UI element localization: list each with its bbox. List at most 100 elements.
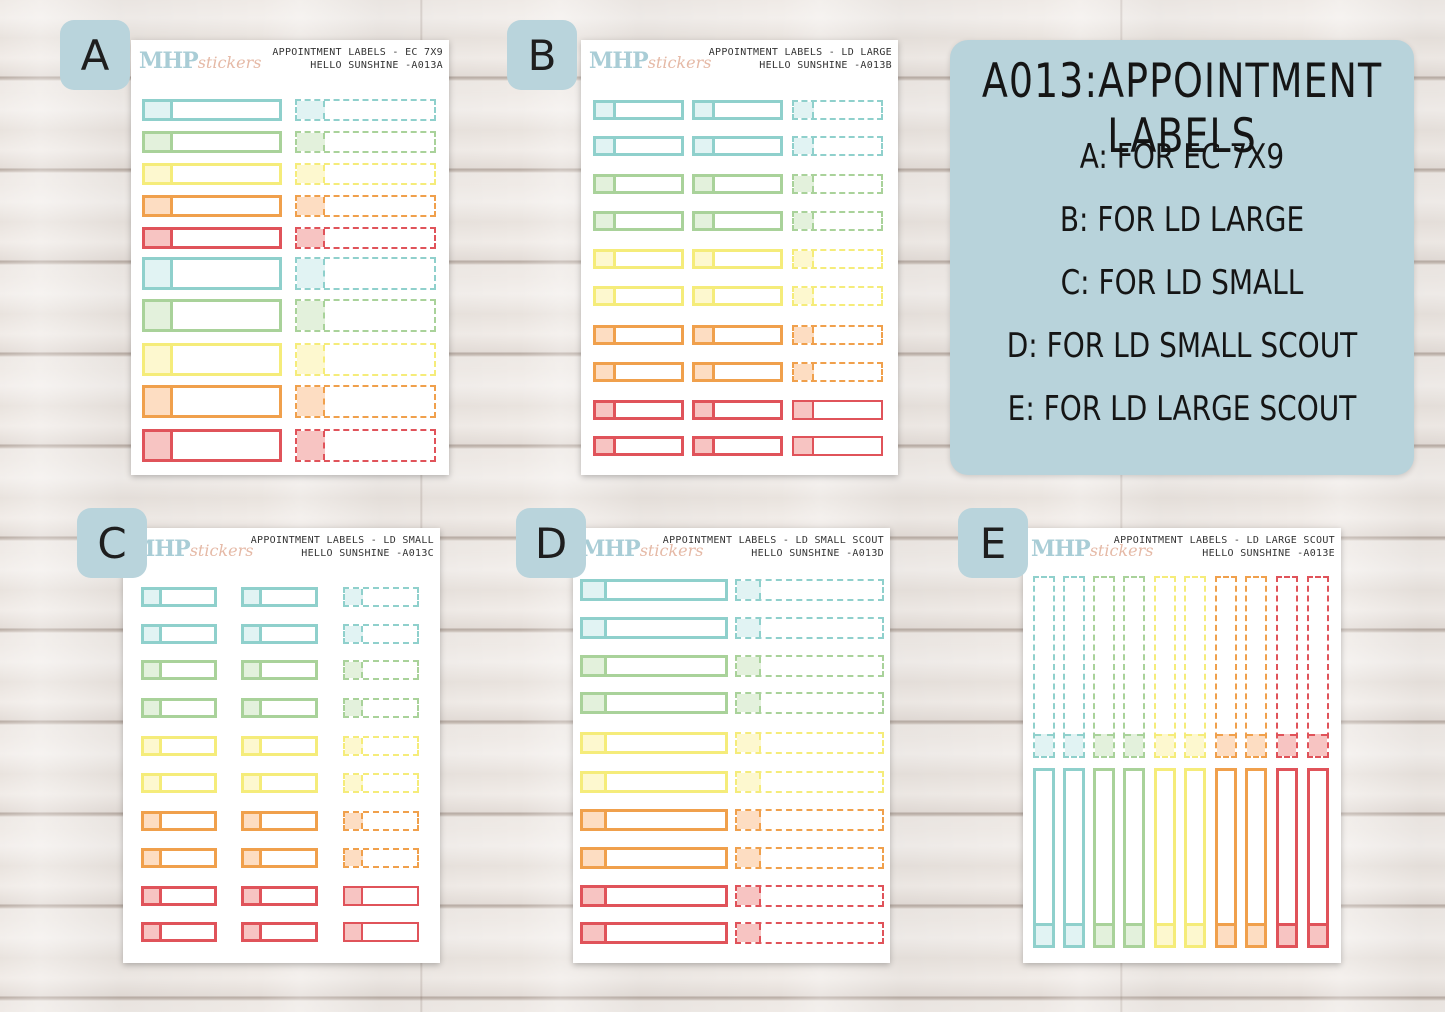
label-tab — [145, 432, 173, 459]
label-tab — [1217, 734, 1235, 756]
appointment-label — [343, 848, 419, 868]
label-tab — [695, 214, 715, 228]
sticker-sheet-e: MHPstickers APPOINTMENT LABELS - LD LARG… — [1023, 528, 1341, 963]
label-tab — [583, 620, 607, 636]
label-tab — [737, 887, 761, 905]
label-tab — [145, 102, 173, 118]
label-tab — [144, 590, 162, 604]
appointment-label — [1184, 768, 1206, 948]
appointment-label — [792, 286, 883, 306]
label-tab — [737, 811, 761, 829]
appointment-label — [1276, 768, 1298, 948]
appointment-label — [142, 257, 282, 290]
appointment-label — [1215, 576, 1237, 758]
label-tab — [144, 663, 162, 677]
appointment-label — [343, 624, 419, 644]
appointment-label — [735, 885, 884, 907]
appointment-label — [735, 579, 884, 601]
sticker-sheet-a: MHPstickers APPOINTMENT LABELS - EC 7X9 … — [131, 40, 449, 475]
appointment-label — [1307, 576, 1329, 758]
label-tab — [297, 301, 325, 330]
appointment-label — [735, 847, 884, 869]
label-tab — [695, 439, 715, 453]
appointment-label — [343, 773, 419, 793]
appointment-label — [142, 163, 282, 185]
label-tab — [297, 165, 325, 183]
label-tab — [144, 776, 162, 790]
label-tab — [297, 345, 325, 374]
label-tab — [596, 252, 616, 266]
appointment-label — [241, 624, 318, 644]
appointment-label — [593, 436, 684, 456]
label-tab — [297, 431, 325, 460]
appointment-label — [295, 429, 436, 462]
label-tab — [1125, 734, 1143, 756]
label-tab — [345, 850, 363, 866]
sheet-title: APPOINTMENT LABELS - LD LARGE SCOUT HELL… — [1113, 535, 1335, 559]
label-tab — [244, 627, 262, 641]
appointment-label — [141, 624, 217, 644]
label-tab — [794, 102, 814, 118]
appointment-label — [580, 922, 728, 944]
appointment-label — [295, 99, 436, 121]
appointment-label — [792, 136, 883, 156]
label-tab — [1096, 923, 1112, 945]
label-tab — [695, 289, 715, 303]
appointment-label — [142, 343, 282, 376]
appointment-label — [295, 227, 436, 249]
label-tab — [297, 101, 325, 119]
appointment-label — [343, 886, 419, 906]
label-tab — [794, 213, 814, 229]
appointment-label — [241, 736, 318, 756]
label-tab — [345, 924, 363, 940]
appointment-label — [1307, 768, 1329, 948]
appointment-label — [735, 922, 884, 944]
appointment-label — [295, 195, 436, 217]
appointment-label — [295, 343, 436, 376]
appointment-label — [1093, 576, 1115, 758]
appointment-label — [735, 771, 884, 793]
appointment-label — [692, 174, 783, 194]
appointment-label — [295, 299, 436, 332]
appointment-label — [735, 655, 884, 677]
label-tab — [695, 403, 715, 417]
sheet-letter-badge-c: C — [77, 508, 147, 578]
appointment-label — [580, 771, 728, 793]
appointment-label — [580, 809, 728, 831]
appointment-label — [141, 886, 217, 906]
label-tab — [1157, 923, 1173, 945]
appointment-label — [295, 131, 436, 153]
label-tab — [596, 177, 616, 191]
sheet-letter-badge-b: B — [507, 20, 577, 90]
brand-logo: MHPstickers — [1031, 536, 1154, 562]
appointment-label — [241, 660, 318, 680]
appointment-label — [1093, 768, 1115, 948]
appointment-label — [141, 811, 217, 831]
label-tab — [737, 734, 761, 752]
appointment-label — [692, 249, 783, 269]
label-tab — [1186, 734, 1204, 756]
sticker-sheet-d: MHPstickers APPOINTMENT LABELS - LD SMAL… — [573, 528, 890, 963]
appointment-label — [792, 325, 883, 345]
appointment-label — [142, 227, 282, 249]
appointment-label — [792, 400, 883, 420]
label-tab — [244, 814, 262, 828]
appointment-label — [692, 436, 783, 456]
label-tab — [596, 328, 616, 342]
label-tab — [596, 289, 616, 303]
label-tab — [244, 739, 262, 753]
appointment-label — [735, 732, 884, 754]
label-tab — [695, 177, 715, 191]
label-tab — [583, 812, 607, 828]
appointment-label — [141, 587, 217, 607]
label-tab — [1309, 734, 1327, 756]
label-tab — [144, 701, 162, 715]
appointment-label — [1215, 768, 1237, 948]
appointment-label — [142, 385, 282, 418]
sheet-title: APPOINTMENT LABELS - LD LARGE HELLO SUNS… — [708, 47, 892, 71]
appointment-label — [1184, 576, 1206, 758]
label-tab — [297, 387, 325, 416]
appointment-label — [792, 362, 883, 382]
label-tab — [737, 924, 761, 942]
appointment-label — [735, 617, 884, 639]
